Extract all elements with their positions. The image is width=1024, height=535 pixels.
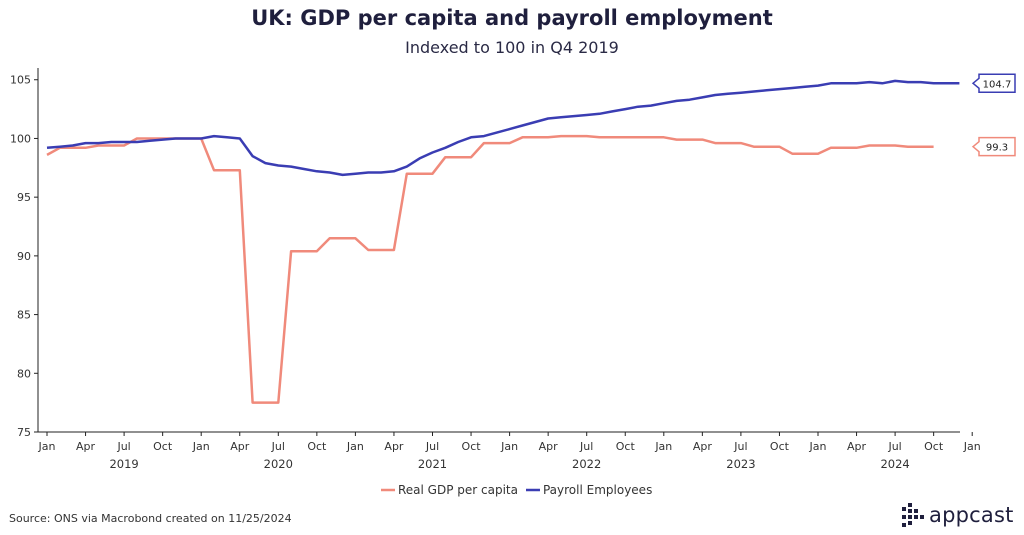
x-tick-label: Apr: [230, 440, 250, 453]
x-tick-label: Oct: [770, 440, 790, 453]
y-axis-ticks: 75 80 85 90 95 100 105: [10, 74, 38, 439]
x-tick-label: Jul: [887, 440, 901, 453]
x-tick-label: Jul: [116, 440, 130, 453]
end-value-callouts: 99.3 104.7: [971, 73, 1016, 157]
x-tick-label: Oct: [307, 440, 327, 453]
y-tick-label: 100: [10, 132, 31, 145]
x-tick-label: Oct: [616, 440, 636, 453]
x-year-label: 2024: [880, 457, 909, 471]
series-line-gdp: [46, 134, 934, 404]
x-tick-label: Apr: [76, 440, 96, 453]
x-tick-label: Jan: [809, 440, 827, 453]
x-tick-label: Jan: [500, 440, 518, 453]
x-year-label: 2019: [109, 457, 138, 471]
x-tick-label: Jan: [346, 440, 364, 453]
y-tick-label: 85: [17, 309, 31, 322]
x-year-label: 2022: [572, 457, 601, 471]
x-tick-label: Oct: [462, 440, 482, 453]
chart-axes: [37, 68, 960, 433]
source-note: Source: ONS via Macrobond created on 11/…: [9, 512, 292, 525]
x-tick-label: Oct: [153, 440, 173, 453]
chart-legend: Real GDP per capita Payroll Employees: [381, 483, 652, 497]
end-callout-box: [971, 136, 1016, 157]
y-tick-label: 105: [10, 74, 31, 87]
x-tick-label: Jan: [654, 440, 672, 453]
x-tick-label: Jul: [425, 440, 439, 453]
x-tick-label: Jul: [579, 440, 593, 453]
x-year-label: 2023: [726, 457, 755, 471]
x-tick-label: Jan: [192, 440, 210, 453]
x-year-label: 2021: [418, 457, 447, 471]
series-line-payroll: [46, 79, 960, 177]
x-year-label: 2020: [264, 457, 293, 471]
y-tick-label: 95: [17, 191, 31, 204]
end-callout-label: 104.7: [983, 79, 1012, 90]
x-tick-label: Jan: [963, 440, 981, 453]
x-tick-label: Jul: [733, 440, 747, 453]
y-tick-label: 90: [17, 250, 31, 263]
x-tick-label: Apr: [539, 440, 559, 453]
chart-subtitle: Indexed to 100 in Q4 2019: [405, 38, 619, 57]
series-lines: [46, 79, 960, 404]
legend-label: Real GDP per capita: [398, 483, 518, 497]
x-tick-label: Apr: [693, 440, 713, 453]
x-tick-label: Apr: [384, 440, 404, 453]
chart-title: UK: GDP per capita and payroll employmen…: [251, 6, 773, 30]
x-tick-label: Jan: [38, 440, 56, 453]
x-tick-label: Oct: [924, 440, 944, 453]
legend-label: Payroll Employees: [543, 483, 652, 497]
y-tick-label: 75: [17, 426, 31, 439]
appcast-dots-icon: [902, 503, 924, 527]
x-tick-label: Apr: [847, 440, 867, 453]
appcast-logo: appcast: [902, 500, 1014, 530]
end-callout-box: [971, 73, 1016, 94]
x-tick-label: Jul: [271, 440, 285, 453]
x-axis-ticks: Jan Apr Jul Oct Jan Apr Jul Oct Jan Apr Jul Oct Jan A…: [38, 432, 981, 471]
end-callout-label: 99.3: [986, 143, 1008, 154]
logo-text: appcast: [929, 503, 1014, 527]
y-tick-label: 80: [17, 367, 31, 380]
